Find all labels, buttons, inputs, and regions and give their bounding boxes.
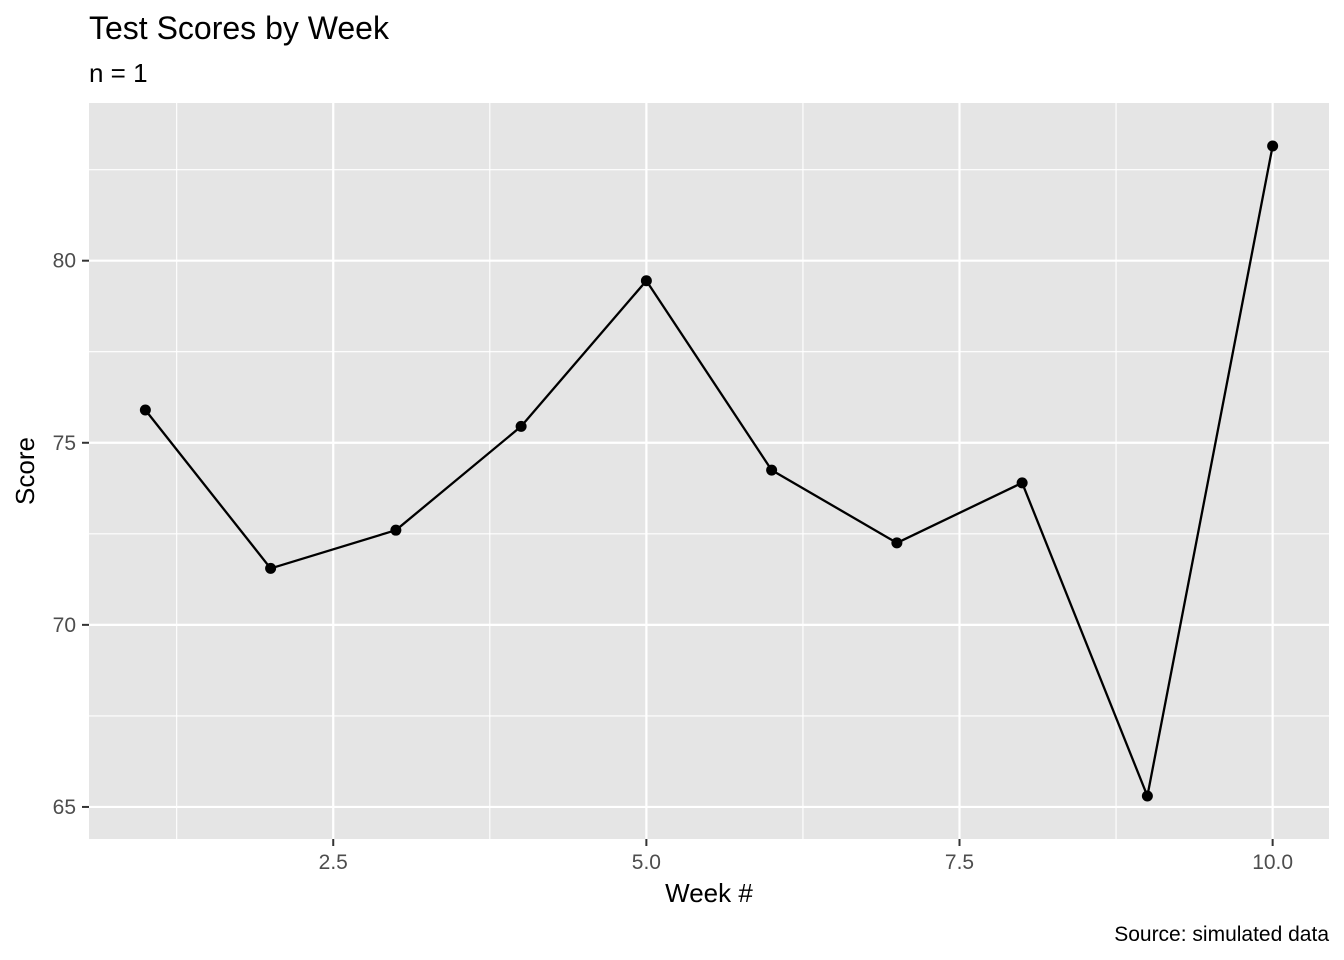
- minor-gridlines: [89, 103, 1329, 839]
- data-point: [640, 275, 652, 287]
- data-point: [515, 420, 527, 432]
- data-point: [139, 404, 151, 416]
- x-tick-label: 10.0: [1252, 851, 1293, 874]
- chart-title: Test Scores by Week: [89, 10, 390, 46]
- chart-subtitle: n = 1: [89, 58, 148, 88]
- data-point: [1267, 140, 1279, 152]
- data-point: [766, 464, 778, 476]
- y-axis: 65 70 75 80: [53, 250, 89, 819]
- x-tick-label: 7.5: [945, 851, 974, 874]
- chart-caption: Source: simulated data: [1114, 923, 1329, 946]
- plot-panel: [89, 103, 1329, 839]
- y-tick-label: 80: [53, 250, 76, 273]
- series-line: [144, 145, 1274, 798]
- y-tick-label: 65: [53, 796, 76, 819]
- data-point: [390, 524, 402, 536]
- x-axis: 2.5 5.0 7.5 10.0: [319, 839, 1293, 874]
- y-axis-title: Score: [10, 437, 40, 505]
- y-tick-label: 75: [53, 432, 76, 455]
- x-axis-title: Week #: [665, 878, 753, 908]
- series-line-layer: [144, 145, 1274, 798]
- x-tick-label: 2.5: [319, 851, 348, 874]
- y-tick-label: 70: [53, 614, 76, 637]
- data-point: [265, 562, 277, 574]
- data-point: [891, 537, 903, 549]
- data-point: [1016, 477, 1028, 489]
- data-point: [1141, 790, 1153, 802]
- series-points-layer: [139, 140, 1279, 802]
- x-tick-label: 5.0: [632, 851, 661, 874]
- major-gridlines: [89, 103, 1329, 839]
